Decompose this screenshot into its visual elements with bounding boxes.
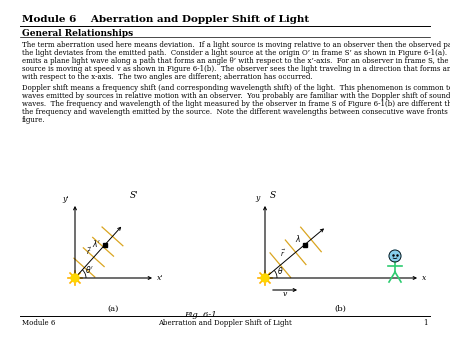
- Text: x': x': [157, 274, 163, 282]
- Text: v: v: [283, 290, 287, 298]
- Text: 1: 1: [423, 319, 428, 327]
- Text: Doppler shift means a frequency shift (and corresponding wavelength shift) of th: Doppler shift means a frequency shift (a…: [22, 84, 450, 92]
- Text: x: x: [422, 274, 426, 282]
- Text: Aberration and Doppler Shift of Light: Aberration and Doppler Shift of Light: [158, 319, 292, 327]
- Text: $\vec{r}$: $\vec{r}$: [280, 247, 286, 259]
- Text: $\theta'$: $\theta'$: [85, 264, 94, 275]
- Circle shape: [389, 250, 401, 262]
- Text: the frequency and wavelength emitted by the source.  Note the different waveleng: the frequency and wavelength emitted by …: [22, 108, 450, 116]
- Text: $\vec{r}'$: $\vec{r}'$: [86, 246, 92, 257]
- Text: $\lambda$: $\lambda$: [295, 233, 301, 244]
- Circle shape: [261, 274, 269, 282]
- Text: the light deviates from the emitted path.  Consider a light source at the origin: the light deviates from the emitted path…: [22, 49, 450, 57]
- Text: y: y: [256, 194, 260, 202]
- Text: The term aberration used here means deviation.  If a light source is moving rela: The term aberration used here means devi…: [22, 41, 450, 49]
- Text: (b): (b): [334, 305, 346, 313]
- Text: emits a plane light wave along a path that forms an angle θ’ with respect to the: emits a plane light wave along a path th…: [22, 57, 450, 65]
- Text: y': y': [63, 195, 69, 203]
- Text: waves emitted by sources in relative motion with an observer.  You probably are : waves emitted by sources in relative mot…: [22, 92, 450, 100]
- Circle shape: [71, 274, 79, 282]
- Text: with respect to the x-axis.  The two angles are different; aberration has occurr: with respect to the x-axis. The two angl…: [22, 73, 313, 81]
- Text: Fig. 6-1: Fig. 6-1: [184, 311, 216, 319]
- Text: (a): (a): [107, 305, 119, 313]
- Text: General Relationships: General Relationships: [22, 29, 133, 38]
- Text: S': S': [130, 191, 139, 200]
- Text: Module 6    Aberration and Doppler Shift of Light: Module 6 Aberration and Doppler Shift of…: [22, 15, 309, 24]
- Text: S: S: [270, 191, 276, 200]
- Text: $\lambda'$: $\lambda'$: [92, 238, 101, 249]
- Text: $\theta$: $\theta$: [277, 265, 284, 276]
- Text: figure.: figure.: [22, 116, 45, 124]
- Text: waves.  The frequency and wavelength of the light measured by the observer in fr: waves. The frequency and wavelength of t…: [22, 100, 450, 108]
- Text: source is moving at speed v as shown in Figure 6-1(b).  The observer sees the li: source is moving at speed v as shown in …: [22, 65, 450, 73]
- Text: Module 6: Module 6: [22, 319, 55, 327]
